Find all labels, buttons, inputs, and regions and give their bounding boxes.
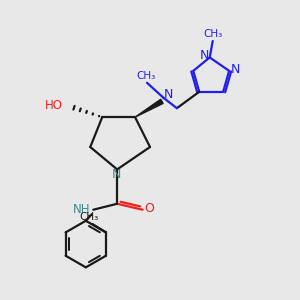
Text: HO: HO bbox=[44, 99, 62, 112]
Text: CH₃: CH₃ bbox=[204, 29, 223, 39]
Text: N: N bbox=[112, 168, 121, 181]
Text: CH₃: CH₃ bbox=[136, 71, 155, 81]
Text: CH₃: CH₃ bbox=[79, 212, 99, 223]
Text: N: N bbox=[231, 63, 240, 76]
Text: N: N bbox=[164, 88, 173, 101]
Text: NH: NH bbox=[74, 202, 91, 216]
Text: O: O bbox=[144, 202, 154, 215]
Text: N: N bbox=[200, 49, 209, 62]
Polygon shape bbox=[135, 99, 163, 117]
